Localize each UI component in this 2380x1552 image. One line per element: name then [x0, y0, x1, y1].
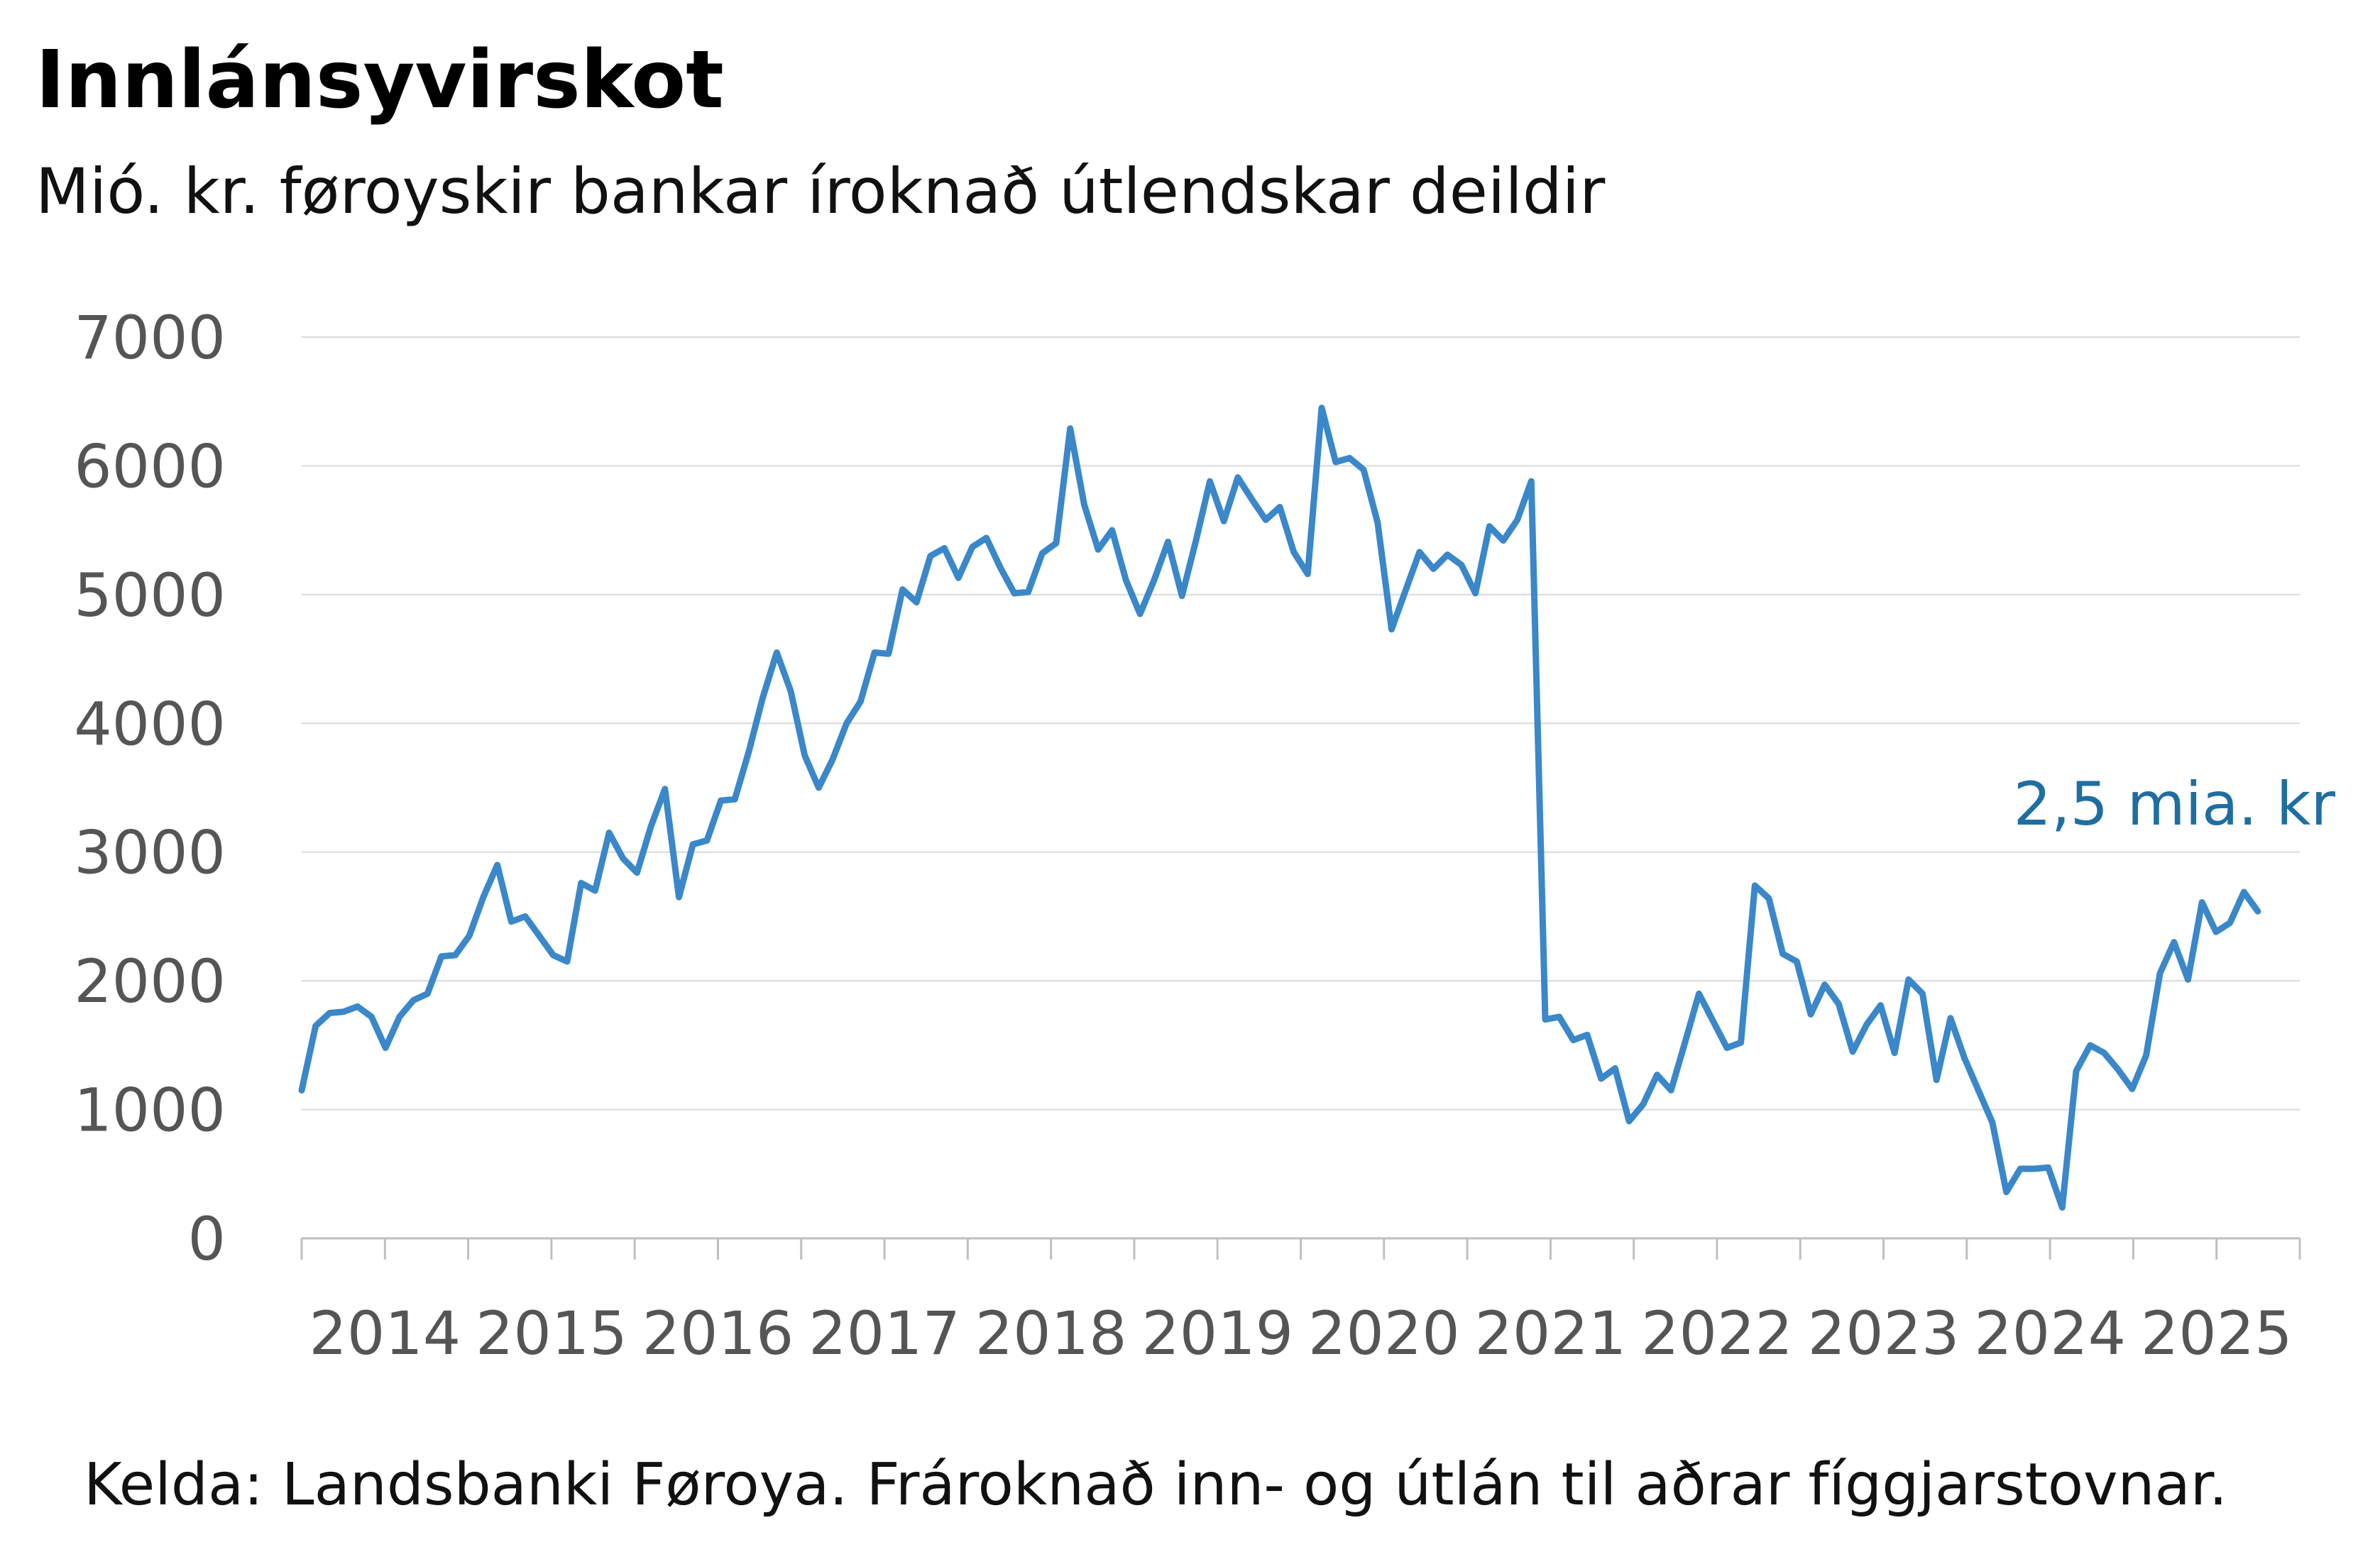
x-axis-tick-labels: 2014 2015 2016 2017 2018 2019 2020 2021 2022 2023…	[309, 1299, 2292, 1368]
y-tick-label: 1000	[74, 1076, 226, 1145]
x-tick-label-2020: 2020	[1308, 1299, 1460, 1368]
x-axis	[300, 1237, 2301, 1260]
x-tick-label-2021: 2021	[1474, 1299, 1626, 1368]
y-tick-label: 5000	[74, 561, 226, 630]
x-tick-label-2016: 2016	[642, 1299, 794, 1368]
y-tick-label: 7000	[74, 303, 226, 373]
source-note: Kelda: Landsbanki Føroya. Frároknað inn-…	[84, 1451, 2228, 1519]
end-value-annotation: 2,5 mia. kr	[2013, 769, 2335, 839]
x-tick-label-2017: 2017	[808, 1299, 960, 1368]
y-tick-label: 4000	[74, 689, 226, 759]
series-line	[298, 404, 2261, 1211]
x-tick-label-2025: 2025	[2141, 1299, 2293, 1368]
x-tick-label-2022: 2022	[1641, 1299, 1793, 1368]
gridlines	[302, 336, 2300, 1111]
y-tick-label: 2000	[74, 947, 226, 1016]
x-tick-label-2014: 2014	[309, 1299, 461, 1368]
x-tick-label-2015: 2015	[476, 1299, 627, 1368]
y-axis-tick-labels: 0 1000 2000 3000 4000 5000 6000 7000	[74, 303, 226, 1274]
chart-title: Innlánsyvirskot	[35, 34, 724, 126]
y-tick-label: 6000	[74, 431, 226, 501]
x-tick-label-2023: 2023	[1808, 1299, 1960, 1368]
x-tick-label-2024: 2024	[1974, 1299, 2126, 1368]
chart-subtitle: Mió. kr. føroyskir bankar íroknað útlend…	[35, 155, 1606, 228]
y-tick-label: 3000	[74, 818, 226, 888]
x-tick-label-2018: 2018	[975, 1299, 1127, 1368]
x-tick-label-2019: 2019	[1141, 1299, 1293, 1368]
y-tick-label: 0	[188, 1204, 226, 1274]
